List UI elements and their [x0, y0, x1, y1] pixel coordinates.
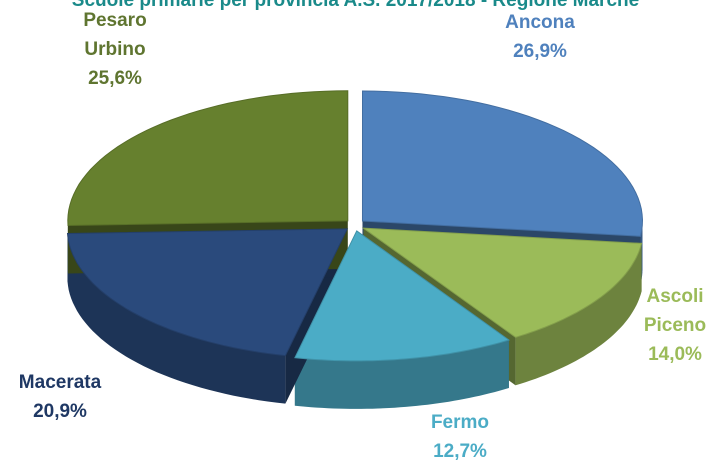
- value-label: 14,0%: [648, 344, 702, 365]
- slice-wall: [515, 243, 642, 386]
- pie-slice: [361, 90, 644, 237]
- chart-title: Scuole primarie per provincia A.S. 2017/…: [71, 0, 640, 11]
- slice-wall: [67, 233, 286, 404]
- value-label: 26,9%: [513, 41, 567, 62]
- category-label: Ascoli Piceno: [643, 286, 707, 336]
- pie-slice: [67, 90, 349, 227]
- category-label: Macerata: [18, 372, 102, 393]
- category-label: Pesaro Urbino: [83, 10, 147, 60]
- pie-slice: [66, 228, 349, 357]
- slice-label: Macerata 20,9%: [5, 368, 115, 426]
- category-label: Ancona: [505, 12, 575, 33]
- value-label: 20,9%: [33, 401, 87, 422]
- pie-slice: [294, 230, 511, 362]
- slice-label: Pesaro Urbino 25,6%: [60, 6, 170, 93]
- slice-label: Ascoli Piceno 14,0%: [620, 282, 711, 369]
- value-label: 12,7%: [433, 441, 487, 462]
- value-label: 25,6%: [88, 68, 142, 89]
- pie-slice: [361, 227, 643, 338]
- slice-label: Ancona 26,9%: [485, 8, 595, 66]
- category-label: Fermo: [430, 412, 490, 433]
- slice-label: Fermo 12,7%: [405, 408, 515, 466]
- slice-wall: [294, 340, 509, 409]
